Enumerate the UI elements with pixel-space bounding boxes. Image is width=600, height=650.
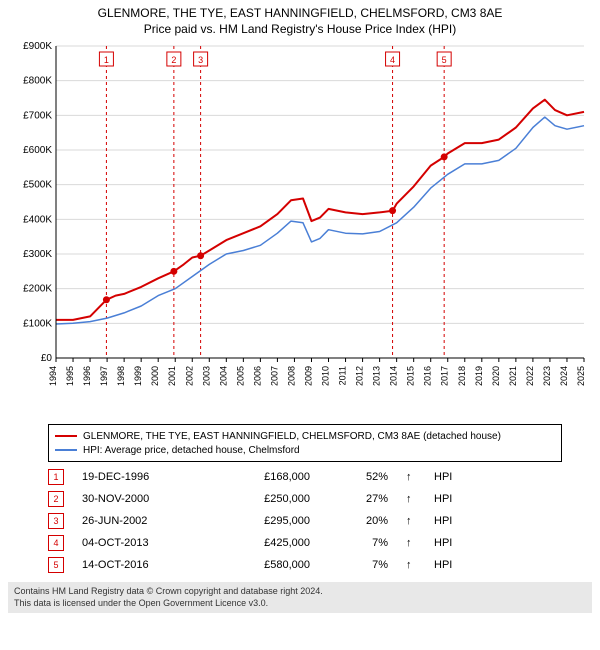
svg-text:£100K: £100K [23, 318, 52, 329]
svg-text:2015: 2015 [406, 366, 416, 386]
svg-text:2023: 2023 [542, 366, 552, 386]
svg-text:2006: 2006 [252, 366, 262, 386]
sales-row: 3 26-JUN-2002 £295,000 20% ↑ HPI [48, 510, 590, 532]
sale-marker: 2 [48, 491, 64, 507]
sale-pct: 7% [328, 537, 388, 549]
title-block: GLENMORE, THE TYE, EAST HANNINGFIELD, CH… [0, 0, 600, 38]
sales-table: 1 19-DEC-1996 £168,000 52% ↑ HPI 2 30-NOV-2000 £… [48, 466, 590, 576]
svg-text:£900K: £900K [23, 41, 52, 52]
svg-text:2019: 2019 [474, 366, 484, 386]
arrow-up-icon: ↑ [406, 559, 416, 571]
svg-text:2021: 2021 [508, 366, 518, 386]
svg-text:2025: 2025 [576, 366, 586, 386]
legend-swatch [55, 435, 77, 437]
arrow-up-icon: ↑ [406, 493, 416, 505]
svg-text:1997: 1997 [99, 366, 109, 386]
sale-pct: 27% [328, 493, 388, 505]
svg-text:2024: 2024 [559, 366, 569, 386]
arrow-up-icon: ↑ [406, 515, 416, 527]
sales-row: 2 30-NOV-2000 £250,000 27% ↑ HPI [48, 488, 590, 510]
chart-area: £0 £100K £200K £300K £400K £500K £600K £700K £80… [8, 38, 592, 418]
svg-text:1999: 1999 [133, 366, 143, 386]
svg-text:£300K: £300K [23, 249, 52, 260]
sale-suffix: HPI [434, 537, 464, 549]
legend-label: HPI: Average price, detached house, Chel… [83, 445, 300, 456]
svg-text:1995: 1995 [65, 366, 75, 386]
svg-text:£0: £0 [41, 353, 53, 364]
legend-swatch [55, 449, 77, 451]
sale-price: £580,000 [220, 559, 310, 571]
svg-text:2016: 2016 [423, 366, 433, 386]
sale-suffix: HPI [434, 493, 464, 505]
svg-text:5: 5 [442, 55, 447, 65]
svg-text:2017: 2017 [440, 366, 450, 386]
page-root: GLENMORE, THE TYE, EAST HANNINGFIELD, CH… [0, 0, 600, 613]
svg-text:£600K: £600K [23, 145, 52, 156]
sale-date: 04-OCT-2013 [82, 537, 202, 549]
svg-text:2011: 2011 [338, 366, 348, 385]
svg-text:£400K: £400K [23, 214, 52, 225]
footer-line-2: This data is licensed under the Open Gov… [14, 598, 586, 610]
svg-text:2: 2 [171, 55, 176, 65]
title-line-1: GLENMORE, THE TYE, EAST HANNINGFIELD, CH… [8, 6, 592, 20]
sale-pct: 20% [328, 515, 388, 527]
sale-date: 19-DEC-1996 [82, 471, 202, 483]
sale-pct: 52% [328, 471, 388, 483]
sale-price: £168,000 [220, 471, 310, 483]
svg-text:1994: 1994 [48, 366, 58, 386]
sale-suffix: HPI [434, 515, 464, 527]
svg-text:£700K: £700K [23, 110, 52, 121]
legend-label: GLENMORE, THE TYE, EAST HANNINGFIELD, CH… [83, 431, 501, 442]
svg-text:1996: 1996 [82, 366, 92, 386]
sale-marker: 3 [48, 513, 64, 529]
svg-text:2001: 2001 [167, 366, 177, 386]
price-chart: £0 £100K £200K £300K £400K £500K £600K £700K £80… [8, 38, 592, 418]
legend-box: GLENMORE, THE TYE, EAST HANNINGFIELD, CH… [48, 424, 562, 462]
svg-text:2007: 2007 [269, 366, 279, 386]
sale-date: 14-OCT-2016 [82, 559, 202, 571]
svg-text:£800K: £800K [23, 76, 52, 87]
arrow-up-icon: ↑ [406, 471, 416, 483]
title-line-2: Price paid vs. HM Land Registry's House … [8, 22, 592, 36]
svg-text:2022: 2022 [525, 366, 535, 386]
sale-pct: 7% [328, 559, 388, 571]
legend-row: HPI: Average price, detached house, Chel… [55, 443, 555, 457]
svg-text:1: 1 [104, 55, 109, 65]
svg-text:£200K: £200K [23, 284, 52, 295]
sale-price: £425,000 [220, 537, 310, 549]
svg-text:2000: 2000 [150, 366, 160, 386]
svg-text:2005: 2005 [235, 366, 245, 386]
sales-row: 1 19-DEC-1996 £168,000 52% ↑ HPI [48, 466, 590, 488]
sale-date: 26-JUN-2002 [82, 515, 202, 527]
sale-suffix: HPI [434, 559, 464, 571]
footer-box: Contains HM Land Registry data © Crown c… [8, 582, 592, 613]
svg-text:2003: 2003 [201, 366, 211, 386]
svg-text:2008: 2008 [286, 366, 296, 386]
sale-price: £295,000 [220, 515, 310, 527]
legend-row: GLENMORE, THE TYE, EAST HANNINGFIELD, CH… [55, 429, 555, 443]
sale-marker: 4 [48, 535, 64, 551]
svg-text:2018: 2018 [457, 366, 467, 386]
svg-text:4: 4 [390, 55, 395, 65]
svg-text:2020: 2020 [491, 366, 501, 386]
arrow-up-icon: ↑ [406, 537, 416, 549]
svg-text:1998: 1998 [116, 366, 126, 386]
svg-text:£500K: £500K [23, 180, 52, 191]
svg-text:2002: 2002 [184, 366, 194, 386]
sale-date: 30-NOV-2000 [82, 493, 202, 505]
footer-line-1: Contains HM Land Registry data © Crown c… [14, 586, 586, 598]
sale-price: £250,000 [220, 493, 310, 505]
sales-row: 4 04-OCT-2013 £425,000 7% ↑ HPI [48, 532, 590, 554]
svg-text:3: 3 [198, 55, 203, 65]
svg-text:2004: 2004 [218, 366, 228, 386]
svg-text:2010: 2010 [321, 366, 331, 386]
svg-text:2014: 2014 [389, 366, 399, 386]
svg-text:2012: 2012 [355, 366, 365, 386]
svg-text:2009: 2009 [303, 366, 313, 386]
sale-marker: 5 [48, 557, 64, 573]
sale-suffix: HPI [434, 471, 464, 483]
svg-text:2013: 2013 [372, 366, 382, 386]
sales-row: 5 14-OCT-2016 £580,000 7% ↑ HPI [48, 554, 590, 576]
sale-marker: 1 [48, 469, 64, 485]
